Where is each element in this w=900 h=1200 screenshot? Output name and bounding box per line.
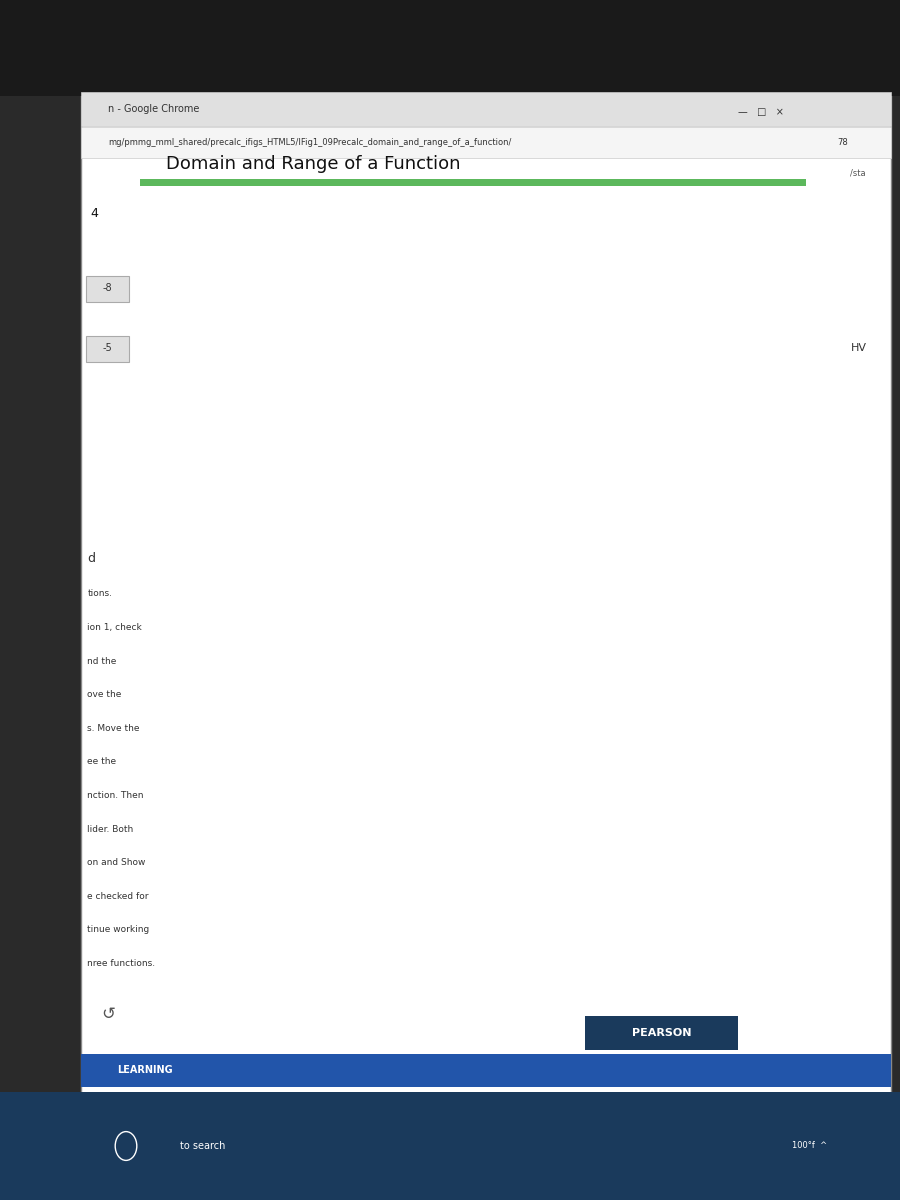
Text: -5: -5 — [103, 343, 112, 353]
Circle shape — [394, 770, 407, 782]
Text: lider. Both: lider. Both — [87, 824, 133, 834]
Text: /sta: /sta — [850, 168, 866, 178]
Bar — [81, 127, 891, 158]
Text: LEARNING: LEARNING — [117, 1066, 173, 1075]
Text: ove the: ove the — [87, 690, 122, 700]
Text: y: y — [475, 324, 483, 338]
Bar — [0, 1092, 900, 1200]
Bar — [0, 0, 900, 96]
Bar — [86, 336, 129, 362]
Text: x: x — [804, 679, 812, 692]
Bar — [81, 1054, 891, 1087]
Text: to search: to search — [180, 1141, 225, 1151]
Text: tinue working: tinue working — [87, 925, 149, 935]
Text: ↺: ↺ — [101, 1006, 115, 1022]
Text: HV: HV — [850, 343, 867, 353]
Text: mg/pmmg_mml_shared/precalc_ifigs_HTML5/IFig1_09Precalc_domain_and_range_of_a_fun: mg/pmmg_mml_shared/precalc_ifigs_HTML5/I… — [108, 138, 511, 148]
Text: 4: 4 — [90, 208, 98, 220]
Text: 100°f  ^: 100°f ^ — [792, 1141, 827, 1151]
Text: nd the: nd the — [87, 656, 117, 666]
Text: PEARSON: PEARSON — [632, 1028, 691, 1038]
Text: -8: -8 — [103, 283, 112, 293]
Text: ee the: ee the — [87, 757, 116, 767]
Text: ion 1, check: ion 1, check — [87, 623, 142, 632]
Text: on and Show: on and Show — [87, 858, 146, 868]
Text: nction. Then: nction. Then — [87, 791, 144, 800]
Bar — [86, 276, 129, 302]
Circle shape — [394, 631, 407, 643]
Text: 78: 78 — [837, 138, 848, 148]
Text: s. Move the: s. Move the — [87, 724, 140, 733]
Text: tions.: tions. — [87, 589, 112, 599]
Text: —   □   ×: — □ × — [738, 107, 784, 116]
Text: e checked for: e checked for — [87, 892, 148, 901]
Text: n - Google Chrome: n - Google Chrome — [108, 104, 200, 114]
Bar — [81, 92, 891, 126]
Bar — [140, 179, 806, 186]
Text: d: d — [87, 552, 95, 564]
Bar — [585, 1016, 738, 1050]
Text: Domain and Range of a Function: Domain and Range of a Function — [166, 155, 461, 173]
Bar — [81, 48, 891, 1104]
Text: nree functions.: nree functions. — [87, 959, 156, 968]
